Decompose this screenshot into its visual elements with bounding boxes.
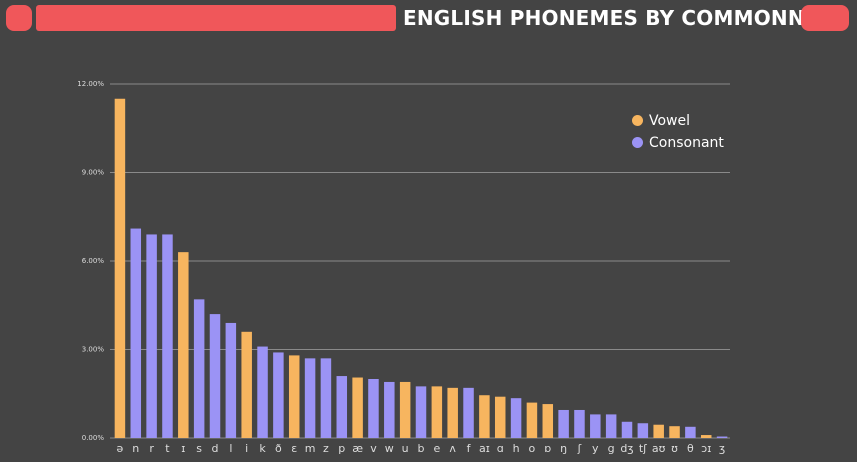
bar — [162, 234, 173, 438]
bar — [685, 426, 696, 438]
x-tick-label: ɛ — [291, 442, 297, 455]
x-tick-label: b — [418, 442, 425, 455]
x-tick-label: o — [529, 442, 536, 455]
x-tick-label: θ — [687, 442, 694, 455]
bar — [304, 358, 316, 438]
x-tick-label: g — [608, 442, 615, 455]
bar — [399, 381, 411, 438]
x-tick-label: ə — [117, 442, 124, 455]
bar — [257, 346, 268, 438]
bar — [716, 436, 728, 438]
bar — [447, 387, 458, 438]
x-tick-label: ɒ — [544, 442, 551, 455]
bar — [320, 358, 332, 438]
banner-left-cap — [6, 5, 32, 31]
bar — [415, 386, 427, 438]
bar — [510, 398, 522, 438]
x-tick-label: u — [402, 442, 409, 455]
bar — [669, 426, 680, 438]
x-tick-label: ɪ — [181, 442, 185, 455]
x-tick-label: r — [149, 442, 154, 455]
bar — [130, 228, 142, 438]
x-tick-label: d — [212, 442, 219, 455]
x-tick-label: w — [385, 442, 394, 455]
x-tick-label: z — [323, 442, 329, 455]
x-tick-label: y — [592, 442, 599, 455]
x-tick-label: ŋ — [560, 442, 567, 455]
x-tick-label: f — [467, 442, 472, 455]
bar — [146, 234, 157, 438]
bar — [352, 377, 363, 438]
bar — [225, 322, 237, 438]
bar — [653, 424, 664, 438]
x-tick-label: l — [229, 442, 232, 455]
legend-label-consonant: Consonant — [649, 135, 724, 151]
bar — [542, 404, 554, 438]
chart-title: ENGLISH PHONEMES BY COMMONNESS — [403, 6, 847, 30]
x-tick-label: t — [165, 442, 170, 455]
bar — [700, 435, 712, 438]
bar — [178, 252, 189, 438]
x-tick-label: h — [513, 442, 520, 455]
bar — [209, 314, 221, 438]
vowel-color-swatch — [632, 115, 643, 126]
banner-left-bar — [36, 5, 396, 31]
x-tick-label: ð — [275, 442, 282, 455]
x-tick-label: ɑ — [497, 442, 504, 455]
bar — [368, 379, 379, 438]
y-tick-label: 6.00% — [82, 257, 105, 265]
bar — [463, 387, 474, 438]
bar — [384, 381, 395, 438]
x-tick-label: p — [338, 442, 345, 455]
x-tick-label: ʊ — [671, 442, 678, 455]
x-tick-label: ʌ — [449, 442, 456, 455]
bar — [526, 402, 538, 438]
x-tick-label: e — [433, 442, 440, 455]
x-tick-label: ʃ — [577, 442, 582, 455]
bar — [558, 409, 569, 438]
bar — [431, 386, 443, 438]
bar — [621, 421, 633, 438]
bar — [590, 414, 601, 438]
x-tick-label: s — [196, 442, 202, 455]
x-tick-label: tʃ — [639, 442, 647, 455]
legend-item-vowel: Vowel — [632, 113, 690, 129]
x-tick-label: aɪ — [479, 442, 490, 455]
bar — [273, 352, 284, 438]
bar — [494, 396, 506, 438]
x-tick-label: æ — [352, 442, 363, 455]
x-tick-label: i — [245, 442, 248, 455]
bar — [114, 98, 126, 438]
x-tick-label: m — [305, 442, 316, 455]
y-tick-label: 3.00% — [82, 346, 105, 354]
banner-right-bar — [801, 5, 849, 31]
bar — [605, 414, 617, 438]
y-tick-label: 9.00% — [82, 169, 105, 177]
bar — [288, 355, 300, 438]
x-tick-label: ʒ — [719, 442, 725, 455]
x-tick-label: ɔɪ — [701, 442, 711, 455]
bar — [193, 299, 205, 438]
bar — [479, 395, 490, 438]
legend-item-consonant: Consonant — [632, 135, 724, 151]
y-tick-label: 12.00% — [77, 80, 104, 88]
bar — [637, 423, 649, 438]
x-tick-label: v — [370, 442, 377, 455]
bar — [574, 409, 585, 438]
x-tick-label: k — [259, 442, 266, 455]
bar — [241, 331, 252, 438]
bar — [336, 376, 348, 438]
consonant-color-swatch — [632, 137, 643, 148]
x-tick-label: aʊ — [652, 442, 666, 455]
x-tick-label: n — [132, 442, 139, 455]
x-tick-label: dʒ — [620, 442, 633, 455]
legend-label-vowel: Vowel — [649, 113, 691, 129]
y-tick-label: 0.00% — [82, 434, 105, 442]
